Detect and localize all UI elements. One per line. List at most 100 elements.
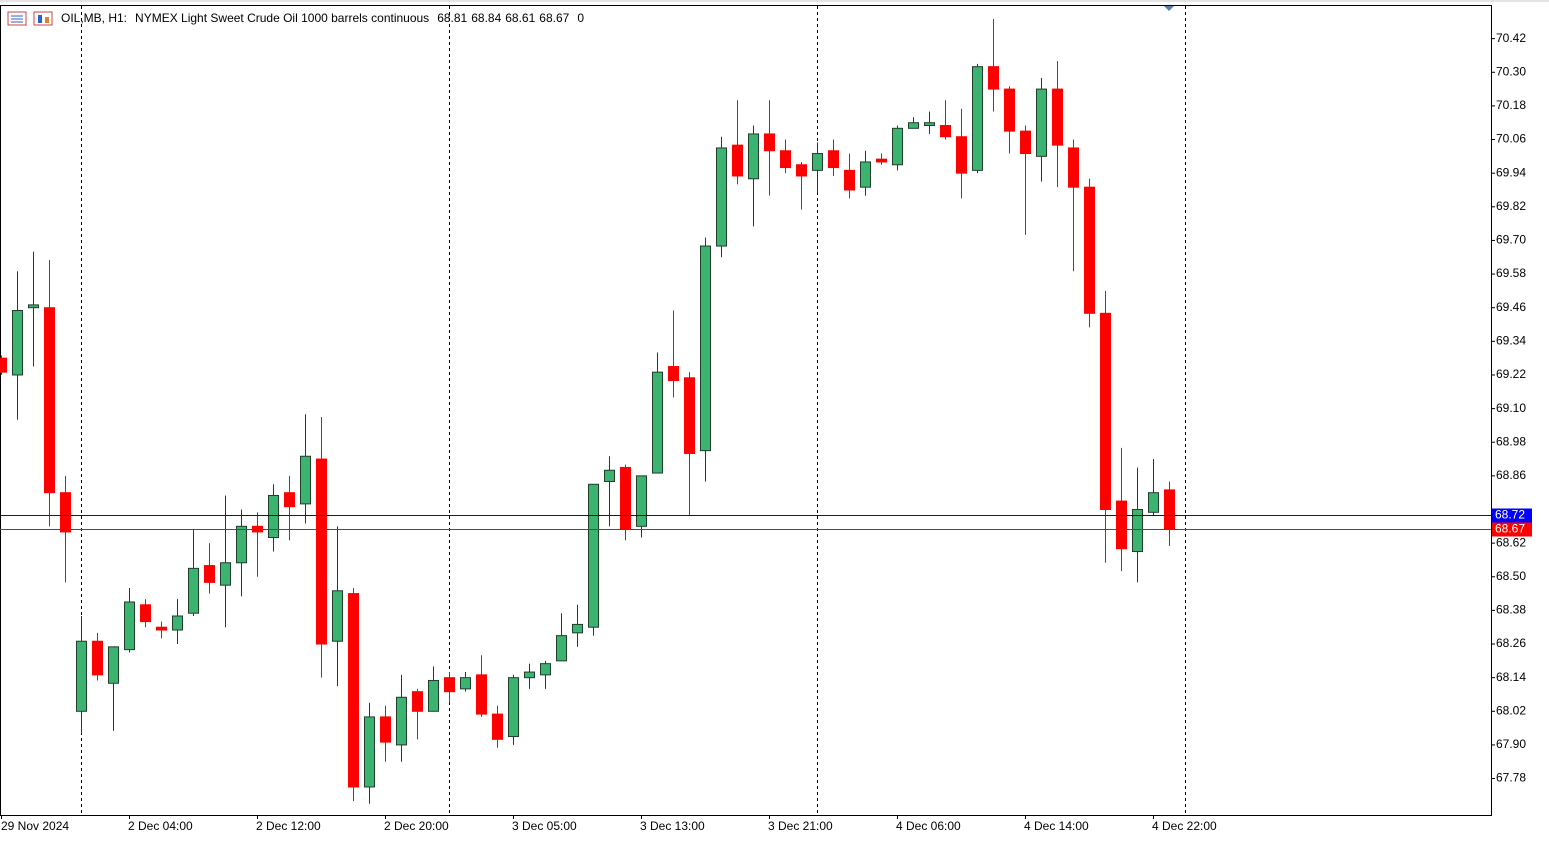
y-tick-label: 68.26 [1496,636,1526,650]
candle-body [1116,500,1127,550]
candle-body [908,122,919,129]
y-tick-label: 68.98 [1496,434,1526,448]
candle-body [396,696,407,746]
candle-body [12,310,23,376]
candle-body [572,623,583,634]
price-label: 68.67 [1495,522,1525,536]
candle-body [1100,312,1111,510]
y-tick-label: 68.38 [1496,603,1526,617]
candle-body [492,713,503,740]
candle-body [332,590,343,642]
candle-body [124,601,135,651]
candle-body [1052,88,1063,146]
candle-body [60,492,71,533]
candle-body [812,153,823,171]
y-tick-label: 69.70 [1496,233,1526,247]
plot [0,19,1491,804]
y-tick-label: 67.90 [1496,737,1526,751]
x-tick-label: 3 Dec 21:00 [768,819,833,833]
candle-body [428,679,439,712]
candle-body [924,122,935,127]
candle-body [956,136,967,174]
candle-body [940,125,951,138]
candle-body [540,663,551,676]
candle-body [108,646,119,684]
y-tick-label: 69.22 [1496,367,1526,381]
candle-body [588,483,599,628]
candle-body [620,466,631,530]
toolbar-icons [7,11,53,26]
candle-body [508,677,519,738]
candle-body [716,147,727,247]
candle-body [876,158,887,163]
candle-body [860,161,871,188]
y-tick-label: 70.42 [1496,31,1526,45]
y-tick-label: 68.14 [1496,670,1526,684]
candle-body [1132,508,1143,553]
candle-body [828,150,839,169]
y-tick-label: 70.30 [1496,64,1526,78]
x-tick-label: 2 Dec 12:00 [256,819,321,833]
header-price: 68.67 [539,11,569,25]
icon-bar [38,15,42,23]
candle-body [748,133,759,180]
x-tick-label: 2 Dec 20:00 [384,819,449,833]
plot-frame [0,5,1492,816]
candle-body [92,640,103,676]
candle-body [780,150,791,169]
y-tick-label: 68.86 [1496,468,1526,482]
candle-body [476,674,487,715]
candle-body [156,626,167,631]
price-label-box [1492,522,1532,537]
price-label-box [1492,508,1532,523]
header-price: 68.61 [505,11,535,25]
candle-body [652,371,663,474]
y-tick-label: 69.94 [1496,165,1526,179]
candle-body [412,691,423,712]
y-tick-label: 68.02 [1496,703,1526,717]
candle-body [300,455,311,505]
candle-body [460,677,471,690]
y-tick-label: 69.58 [1496,266,1526,280]
candle-body [316,458,327,645]
icon-bar [45,17,49,23]
y-tick-label: 68.62 [1496,535,1526,549]
candle-body [284,492,295,508]
candle-body [1148,492,1159,513]
candle-body [1084,186,1095,314]
candle-body [1004,88,1015,132]
candle-body [732,144,743,177]
header-symbol: OIL,MB, H1: [61,11,127,25]
candle-body [700,245,711,452]
x-tick-label: 29 Nov 2024 [1,819,69,833]
y-tick-label: 67.78 [1496,771,1526,785]
candle-body [44,307,55,494]
x-tick-label: 4 Dec 14:00 [1024,819,1089,833]
y-tick-label: 69.34 [1496,334,1526,348]
candle-body [764,133,775,152]
candle-body [1036,88,1047,157]
icon-chart [33,11,53,26]
y-tick-label: 69.10 [1496,401,1526,415]
candle-body [188,567,199,614]
x-tick-label: 4 Dec 06:00 [896,819,961,833]
candle-body [972,66,983,171]
y-tick-label: 69.46 [1496,300,1526,314]
y-tick-label: 70.06 [1496,132,1526,146]
candle-body [348,593,359,788]
candle-body [76,640,87,712]
candle-body [684,377,695,454]
x-tick-label: 3 Dec 05:00 [512,819,577,833]
chart-shift-marker [1164,6,1174,11]
candle-body [236,525,247,564]
candle-body [444,677,455,693]
x-tick-label: 3 Dec 13:00 [640,819,705,833]
header-price: 68.81 [437,11,467,25]
candle-body [556,635,567,662]
candle-body [988,66,999,90]
candle-body [844,169,855,191]
x-tick-label: 4 Dec 22:00 [1152,819,1217,833]
header-price: 68.84 [471,11,501,25]
